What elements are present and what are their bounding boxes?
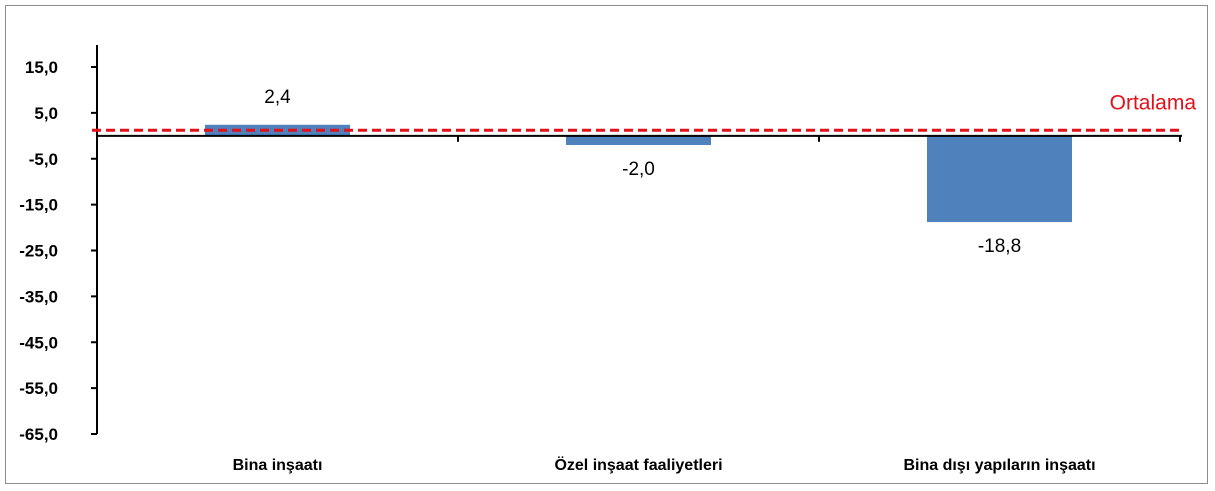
y-tick-label: 15,0 — [25, 58, 58, 77]
bar — [566, 135, 711, 145]
bar-value-label: -18,8 — [978, 236, 1021, 257]
bar — [927, 135, 1072, 223]
y-tick-label: -45,0 — [19, 333, 58, 352]
category-label: Bina inşaatı — [233, 457, 323, 474]
chart-frame — [5, 5, 1208, 484]
average-reference-label: Ortalama — [1110, 91, 1197, 114]
x-axis-ticks — [457, 135, 1181, 142]
y-tick-label: -35,0 — [19, 287, 58, 306]
y-tick-label: -25,0 — [19, 242, 58, 261]
bar-value-label: -2,0 — [622, 159, 655, 180]
y-tick-label: -15,0 — [19, 196, 58, 215]
category-label: Bina dışı yapıların inşaatı — [903, 457, 1095, 474]
category-label: Özel inşaat faaliyetleri — [554, 455, 722, 474]
y-axis-ticks: 15,0 5,0 -5,0 -15,0 -25,0 -35,0 -45,0 -55,0 -65,… — [19, 58, 97, 444]
bar-value-label: 2,4 — [264, 87, 291, 108]
y-tick-label: -65,0 — [19, 425, 58, 444]
y-tick-label: -55,0 — [19, 379, 58, 398]
data-labels: 2,4 -2,0 -18,8 — [264, 87, 1021, 257]
y-tick-label: 5,0 — [34, 104, 58, 123]
category-labels: Bina inşaatı Özel inşaat faaliyetleri Bina… — [233, 455, 1096, 474]
y-tick-label: -5,0 — [29, 150, 58, 169]
